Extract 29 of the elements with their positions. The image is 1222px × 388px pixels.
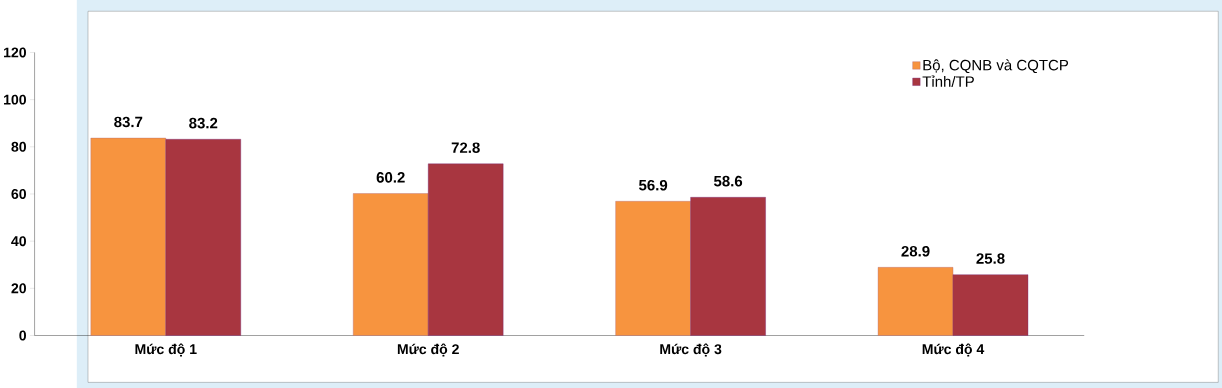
data-label: 25.8 <box>976 253 1005 264</box>
x-tick-label: Mức độ 2 <box>397 343 459 357</box>
y-tick-label: 20 <box>11 283 27 294</box>
bar <box>615 201 691 336</box>
legend-label: Bộ, CQNB và CQTCP <box>923 59 1069 74</box>
x-tick-label: Mức độ 1 <box>135 343 197 357</box>
legend-label: Tỉnh/TP <box>922 75 974 87</box>
x-tick-label: Mức độ 4 <box>922 343 985 357</box>
y-tick-label: 0 <box>19 330 27 341</box>
data-label: 72.8 <box>451 142 480 153</box>
bar <box>952 274 1029 336</box>
bar <box>353 193 429 336</box>
bar <box>165 139 241 336</box>
data-label: 28.9 <box>901 245 930 257</box>
bar <box>428 163 504 336</box>
data-label: 83.2 <box>189 117 218 129</box>
data-label: 58.6 <box>713 175 743 187</box>
data-label: 56.9 <box>638 179 668 191</box>
data-label: 60.2 <box>376 172 405 183</box>
bar <box>690 197 766 336</box>
y-tick-label: 120 <box>4 47 26 58</box>
bar <box>90 137 166 336</box>
data-label: 83.7 <box>114 116 143 128</box>
y-tick-label: 60 <box>11 189 27 199</box>
bar <box>877 267 954 336</box>
y-tick-label: 100 <box>4 94 26 105</box>
y-tick-label: 40 <box>11 236 27 247</box>
y-tick-label: 80 <box>11 141 27 152</box>
x-tick-label: Mức độ 3 <box>660 343 722 357</box>
